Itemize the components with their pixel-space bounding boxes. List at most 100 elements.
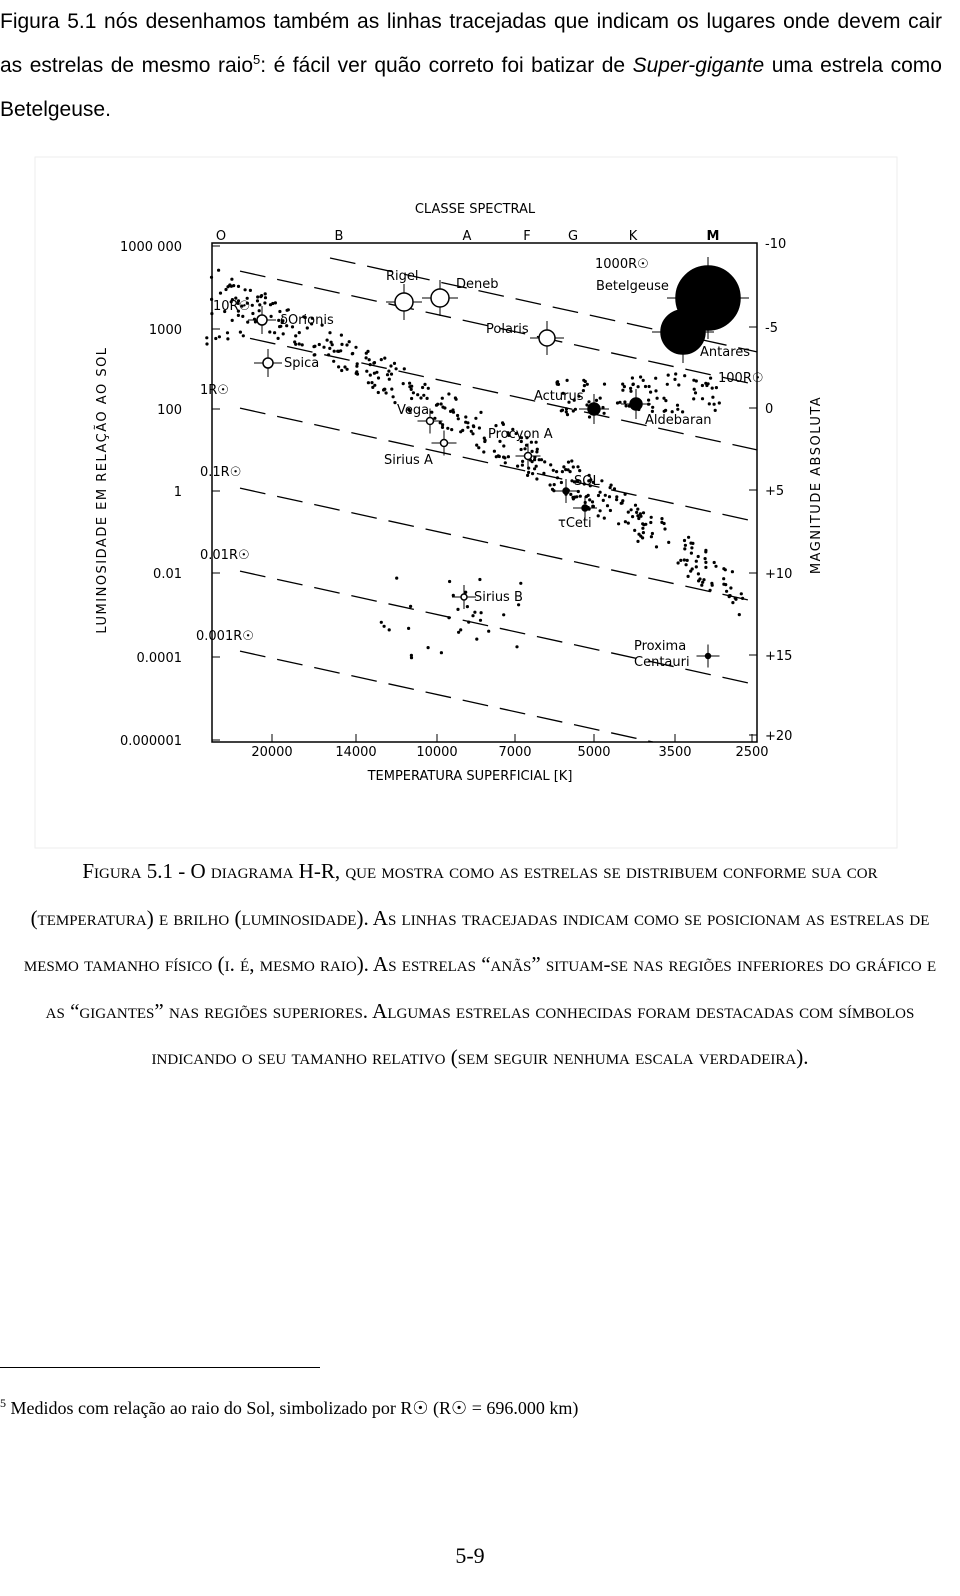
y-tick-label: 0.000001 (120, 734, 182, 749)
star-dot (608, 486, 612, 490)
star-dot (332, 349, 336, 353)
star-label: Vega (397, 403, 429, 418)
star-dot (636, 385, 640, 389)
figure-frame (34, 156, 898, 849)
star-dot (527, 470, 531, 474)
star-dot (722, 567, 726, 571)
star-dot (641, 511, 646, 515)
star-dot (537, 458, 541, 462)
star-dot (451, 593, 455, 598)
star-dot (704, 565, 708, 570)
y2-tick-label: +20 (765, 729, 792, 744)
star-dot (682, 538, 687, 543)
star-dot (421, 385, 425, 390)
star-dot (578, 469, 582, 473)
star-dot (434, 403, 439, 407)
star-dot (371, 385, 375, 389)
star-dot (631, 382, 635, 386)
star-dot (676, 407, 680, 411)
star-dot (596, 514, 600, 518)
star-dot (585, 382, 589, 386)
star-dot (230, 318, 234, 322)
star-dot (530, 460, 534, 464)
star-dot (241, 334, 245, 338)
star-dot (629, 389, 633, 393)
star-dot (567, 400, 571, 404)
star-dot (520, 463, 525, 467)
star-dot (654, 389, 658, 393)
star-dot (684, 563, 688, 567)
star-dot (730, 570, 735, 574)
star-dot (687, 535, 691, 539)
star-dot (711, 395, 715, 399)
star-dot (636, 507, 640, 511)
star-dot (343, 365, 347, 369)
star-dot (503, 461, 507, 465)
star-dot (561, 391, 565, 395)
star-dot (409, 604, 413, 609)
star-dot (581, 389, 586, 393)
star-label: Rigel (386, 269, 419, 284)
radius-line (239, 650, 654, 743)
named-star (256, 314, 268, 326)
star-dot (464, 415, 468, 419)
star-dot (280, 320, 284, 325)
star-dot (542, 471, 546, 475)
star-dot (255, 299, 260, 303)
star-dot (372, 371, 376, 375)
star-dot (379, 620, 383, 624)
star-dot (704, 550, 708, 554)
star-dot (633, 503, 638, 507)
star-dot (443, 406, 447, 410)
y2-tick-label: +10 (765, 567, 792, 582)
star-dot (556, 382, 561, 386)
star-dot (571, 465, 575, 469)
star-dot (257, 309, 261, 313)
star-dot (639, 514, 643, 518)
star-dot (234, 296, 238, 300)
star-dot (588, 484, 592, 488)
star-dot (253, 320, 257, 324)
star-dot (679, 558, 683, 563)
star-dot (317, 342, 321, 347)
named-star (581, 504, 589, 512)
star-dot (637, 516, 641, 521)
star-dot (456, 413, 460, 418)
star-label: Antares (700, 345, 750, 360)
star-dot (259, 295, 263, 299)
star-dot (641, 526, 645, 530)
star-dot (560, 470, 565, 474)
star-dot (205, 336, 209, 340)
star-dot (364, 356, 368, 360)
star-dot (598, 490, 602, 494)
radius-label: 100R☉ (718, 371, 764, 386)
star-dot (700, 383, 705, 388)
radius-label: 0.1R☉ (200, 465, 241, 480)
star-dot (354, 345, 358, 349)
star-dot (379, 358, 383, 362)
star-dot (236, 284, 241, 288)
star-dot (263, 301, 267, 305)
star-label: Deneb (456, 277, 499, 292)
star-dot (585, 403, 589, 407)
star-dot (416, 393, 420, 397)
star-dot (683, 374, 687, 378)
star-dot (302, 315, 306, 319)
footnote-text: Medidos com relação ao raio do Sol, simb… (10, 1398, 579, 1418)
star-dot (589, 478, 593, 482)
star-dot (461, 428, 465, 432)
star-dot (297, 331, 301, 335)
star-dot (514, 431, 518, 436)
radius-line (239, 407, 758, 523)
y-tick-label: 0.01 (153, 567, 182, 582)
star-dot (696, 554, 700, 559)
star-dot (327, 353, 331, 357)
star-dot (422, 393, 426, 397)
star-dot (426, 646, 430, 650)
star-dot (506, 455, 510, 459)
star-dot (641, 536, 645, 540)
star-dot (328, 346, 332, 350)
star-dot (387, 369, 391, 373)
star-dot (741, 596, 745, 601)
star-dot (549, 463, 553, 467)
